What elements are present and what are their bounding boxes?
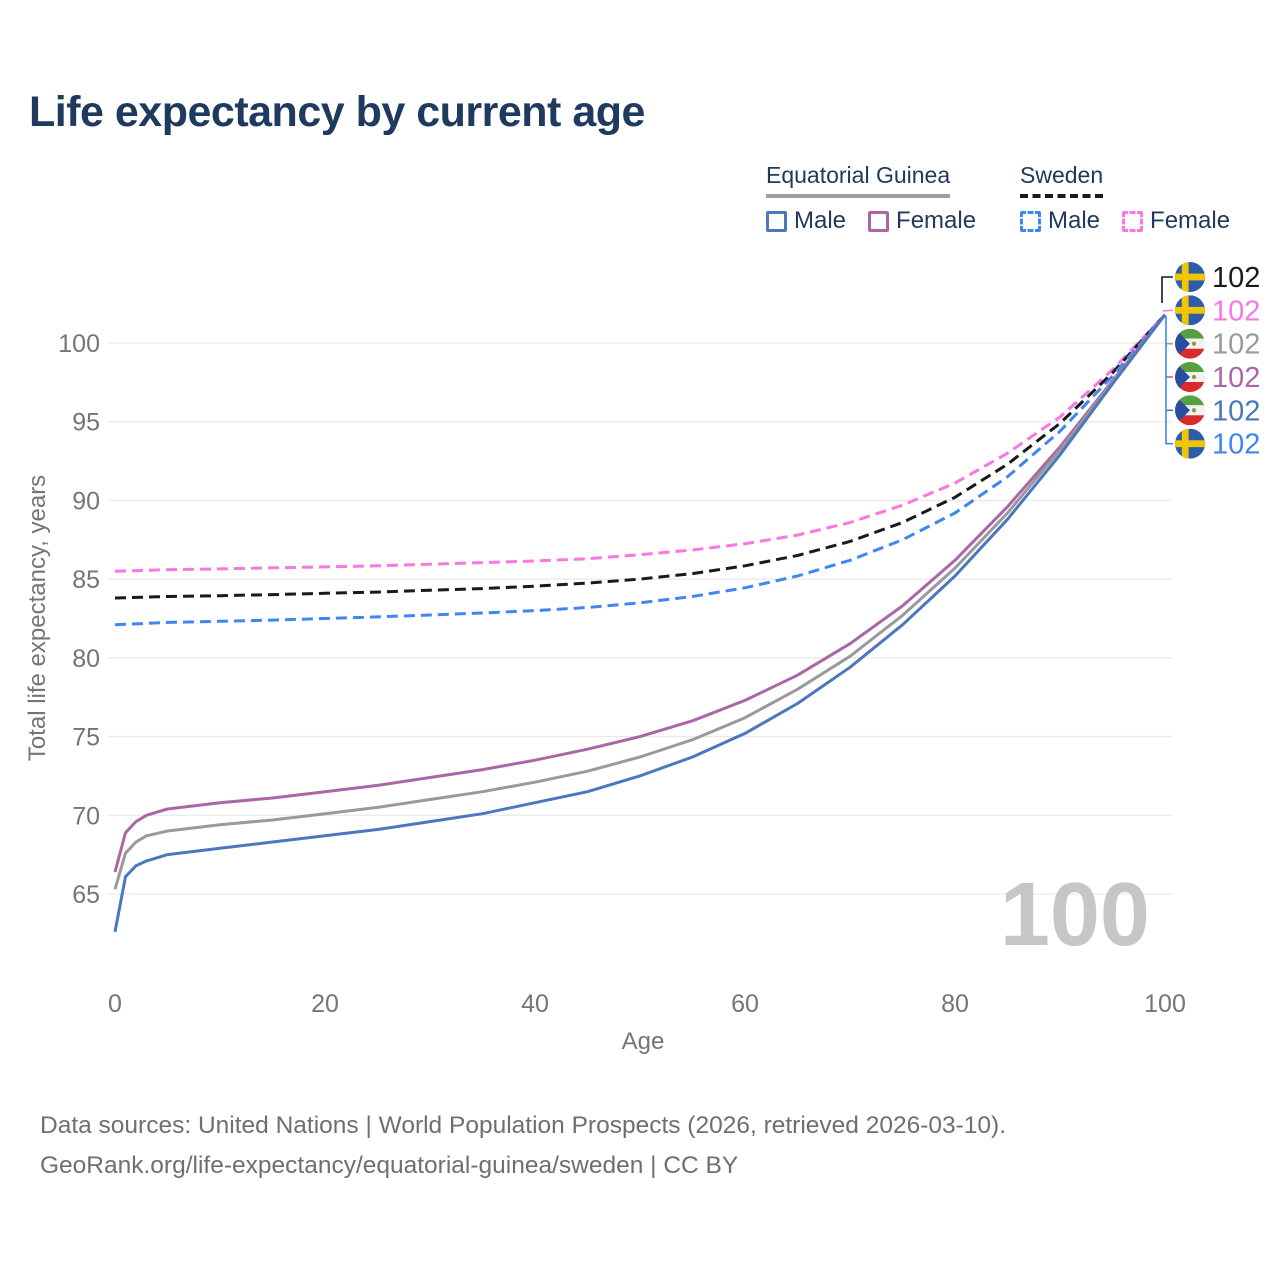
footer: Data sources: United Nations | World Pop…: [40, 1106, 1006, 1186]
y-axis-tick-label: 65: [72, 881, 100, 909]
x-axis-tick-label: 100: [1144, 990, 1186, 1018]
flag-stripe-red: [1175, 415, 1205, 426]
flag-emblem: [1191, 408, 1197, 413]
flag-stripe-red: [1175, 348, 1205, 359]
flag-art: [1175, 362, 1205, 392]
footer-attribution: GeoRank.org/life-expectancy/equatorial-g…: [40, 1152, 739, 1179]
legend-group-equatorial-guinea: Equatorial Guinea Male Female: [766, 162, 976, 235]
legend-item-se-female[interactable]: Female: [1122, 207, 1230, 235]
legend-items-equatorial-guinea: Male Female: [766, 207, 976, 235]
x-axis-tick-label: 80: [941, 990, 969, 1018]
flag-art: [1175, 428, 1205, 459]
legend-label-se-male: Male: [1048, 207, 1101, 234]
end-label-connector: [1162, 309, 1174, 312]
flag-icon-sweden: [1175, 295, 1205, 326]
legend-items-sweden: Male Female: [1020, 207, 1230, 235]
series-line-equatorial-guinea-both[interactable]: [113, 313, 1167, 890]
flag-cross-h: [1175, 440, 1205, 448]
footer-data-sources: Data sources: United Nations | World Pop…: [40, 1112, 1007, 1139]
y-axis-tick-label: 100: [58, 330, 100, 358]
y-axis-tick-label: 70: [72, 802, 100, 830]
legend-swatch-se-male: [1020, 210, 1041, 232]
legend-swatch-eg-male: [766, 210, 787, 232]
flag-emblem: [1191, 341, 1197, 346]
flag-cross-h: [1175, 306, 1205, 314]
series-line-equatorial-guinea-female[interactable]: [113, 313, 1167, 873]
end-label-connector: [1161, 276, 1173, 303]
y-axis-title: Total life expectancy, years: [24, 475, 51, 761]
x-axis-tick-label: 60: [731, 990, 759, 1018]
flag-art: [1175, 395, 1205, 426]
series-line-equatorial-guinea-male[interactable]: [113, 313, 1167, 933]
flag-cross-h: [1175, 273, 1205, 281]
x-axis-tick-label: 20: [311, 990, 339, 1018]
flag-icon-sweden: [1175, 428, 1205, 459]
series-line-sweden-both[interactable]: [114, 313, 1167, 600]
legend-group-title-sweden[interactable]: Sweden: [1020, 162, 1104, 198]
y-axis-tick-label: 85: [72, 566, 100, 594]
flag-icon-sweden: [1175, 262, 1205, 292]
flag-icon-equatorial-guinea: [1175, 395, 1205, 426]
page-title: Life expectancy by current age: [29, 88, 645, 136]
series-line-sweden-female[interactable]: [114, 313, 1167, 573]
y-axis-tick-label: 90: [72, 487, 100, 515]
flag-triangle: [1175, 395, 1190, 426]
end-label-value: 102: [1212, 329, 1260, 361]
flag-triangle: [1175, 328, 1190, 359]
legend-item-eg-male[interactable]: Male: [766, 207, 846, 235]
legend-label-eg-male: Male: [794, 207, 847, 234]
legend-swatch-eg-female: [868, 210, 890, 232]
legend-group-title-equatorial-guinea[interactable]: Equatorial Guinea: [766, 162, 951, 198]
y-axis-tick-label: 80: [72, 645, 100, 673]
series-line-sweden-male[interactable]: [114, 313, 1167, 627]
flag-icon-equatorial-guinea: [1175, 362, 1205, 392]
x-axis-tick-label: 0: [108, 990, 122, 1018]
end-label-value: 102: [1212, 395, 1260, 427]
flag-cross-v: [1181, 295, 1189, 326]
legend-item-eg-female[interactable]: Female: [868, 207, 976, 235]
end-label-value: 102: [1212, 429, 1260, 461]
end-label-value: 102: [1212, 362, 1260, 394]
flag-cross-v: [1181, 262, 1189, 292]
flag-icon-equatorial-guinea: [1175, 328, 1205, 359]
end-label-connector: [1165, 316, 1173, 445]
flag-triangle: [1175, 362, 1190, 392]
flag-stripe-green: [1175, 328, 1205, 339]
flag-stripe-green: [1175, 362, 1205, 372]
x-axis-title: Age: [622, 1028, 665, 1055]
end-label-value: 102: [1212, 262, 1260, 294]
flag-emblem: [1191, 374, 1197, 380]
flag-stripe-green: [1175, 395, 1205, 406]
flag-stripe-red: [1175, 382, 1205, 392]
end-label-value: 102: [1212, 295, 1260, 327]
legend-label-eg-female: Female: [896, 207, 977, 234]
y-axis-tick-label: 95: [72, 409, 100, 437]
flag-cross-v: [1181, 428, 1189, 459]
y-axis-tick-label: 75: [72, 724, 100, 752]
legend-label-se-female: Female: [1150, 207, 1231, 234]
current-age-watermark: 100: [1000, 865, 1150, 965]
flag-art: [1175, 328, 1205, 359]
legend-group-sweden: Sweden Male Female: [1020, 162, 1230, 235]
flag-art: [1175, 295, 1205, 326]
legend-swatch-se-female: [1122, 210, 1144, 232]
legend-item-se-male[interactable]: Male: [1020, 207, 1100, 235]
x-axis-tick-label: 40: [521, 990, 549, 1018]
flag-art: [1175, 262, 1205, 292]
